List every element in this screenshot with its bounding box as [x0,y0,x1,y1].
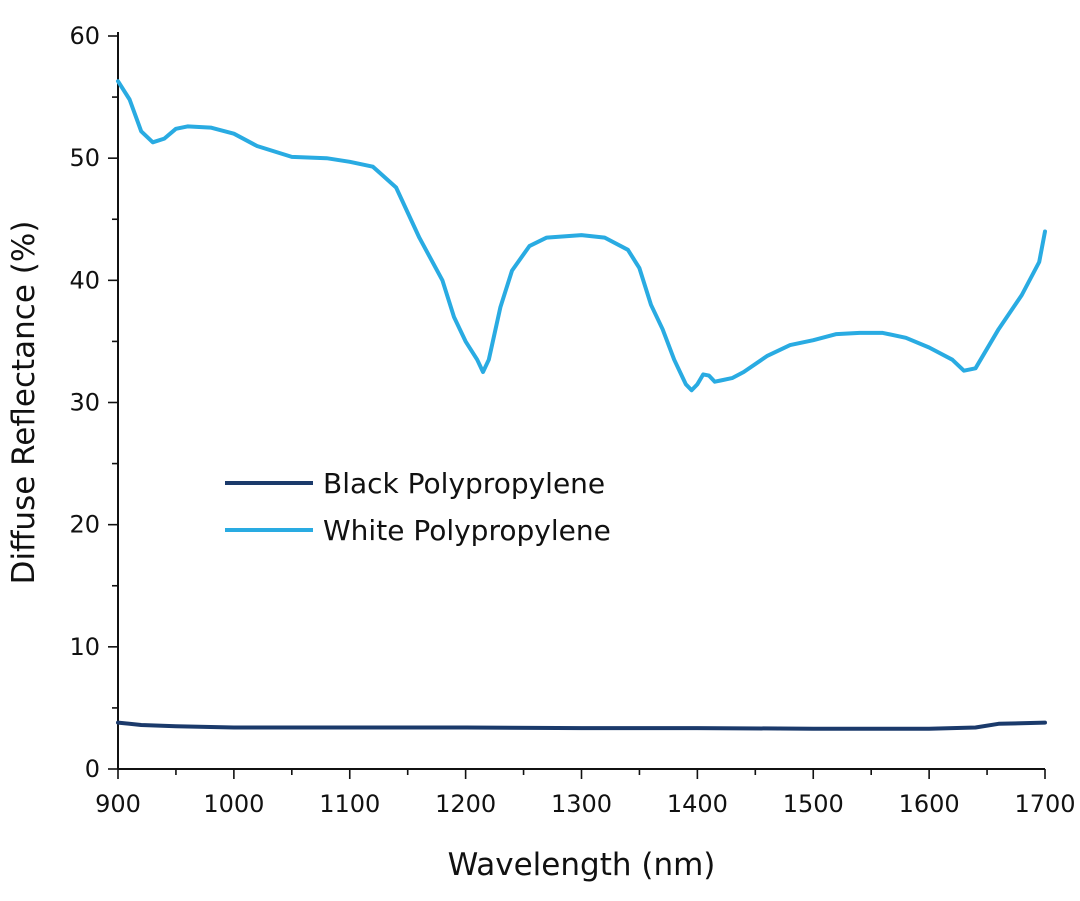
x-tick-label: 1500 [783,790,844,818]
x-tick-label: 1200 [435,790,496,818]
series-line-0 [116,720,1047,731]
x-tick-label: 900 [95,790,141,818]
x-tick-label: 1400 [667,790,728,818]
x-axis-title: Wavelength (nm) [448,847,716,883]
x-tick-label: 1700 [1014,790,1075,818]
y-tick-label: 30 [69,389,100,417]
y-tick-label: 20 [69,511,100,539]
series-line-1 [116,79,1047,393]
legend-label-1: White Polypropylene [323,514,611,547]
x-tick-label: 1000 [203,790,264,818]
legend-label-0: Black Polypropylene [323,467,605,500]
y-axis-title: Diffuse Reflectance (%) [6,221,42,585]
legend: Black Polypropylene White Polypropylene [225,467,611,547]
x-tick-label: 1300 [551,790,612,818]
x-tick-label: 1100 [319,790,380,818]
y-tick-label: 0 [85,755,100,783]
y-tick-label: 60 [69,22,100,50]
x-tick-label: 1600 [899,790,960,818]
y-tick-label: 10 [69,633,100,661]
ticks: 900 1000 1100 1200 1300 1400 1500 1600 1700 0 10 20… [69,22,1075,818]
y-tick-label: 50 [69,144,100,172]
axes [117,32,1045,770]
series-group [116,79,1047,731]
y-tick-label: 40 [69,266,100,294]
